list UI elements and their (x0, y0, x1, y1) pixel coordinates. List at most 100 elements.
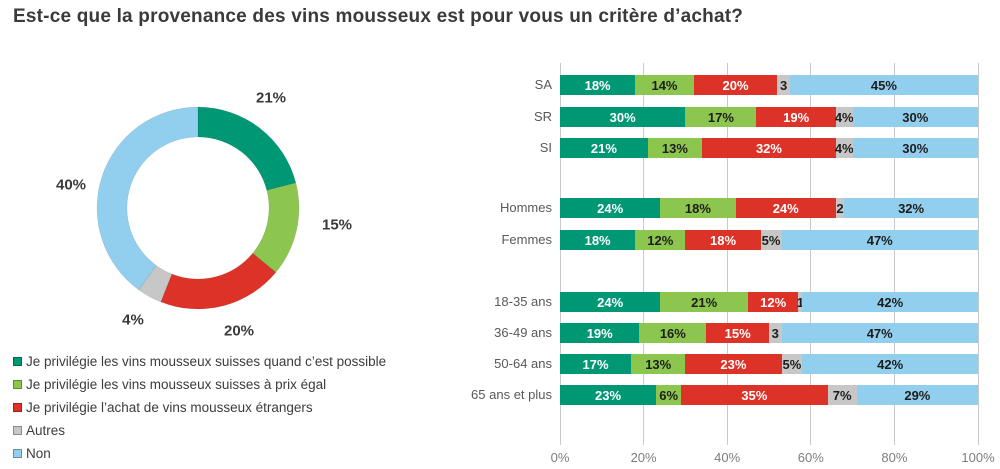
bar-segment: 19% (756, 107, 836, 127)
bar-segment: 24% (735, 198, 836, 218)
bar-segment: 24% (560, 292, 661, 312)
x-axis-tick-label: 0% (550, 450, 570, 465)
category-label: 18-35 ans (494, 294, 552, 309)
legend-item: Je privilégie les vins mousseux suisses … (13, 353, 386, 369)
donut-segment-2 (160, 252, 277, 310)
bar-row: 18% 12% 18% 5% 47% (560, 230, 978, 250)
legend-swatch-icon (13, 379, 22, 389)
legend-item-label: Je privilégie l’achat de vins mousseux é… (26, 399, 313, 415)
bar-row: 17% 13% 23% 5% 42% (560, 354, 978, 374)
legend-swatch-icon (13, 402, 22, 412)
bar-segment: 2 (835, 198, 845, 218)
bar-segment: 23% (560, 385, 657, 405)
bar-segment: 47% (781, 230, 978, 250)
gridline (559, 63, 561, 445)
bar-row: 21% 13% 32% 4% 30% (560, 138, 978, 158)
bar-row: 23% 6% 35% 7% 29% (560, 385, 978, 405)
donut-value-label: 21% (255, 89, 287, 107)
category-label: Femmes (501, 232, 552, 247)
bar-segment: 21% (660, 292, 749, 312)
bar-segment: 1 (797, 292, 804, 312)
bar-row: 30% 17% 19% 4% 30% (560, 107, 978, 127)
bar-row: 19% 16% 15% 3 47% (560, 323, 978, 343)
legend-item-label: Non (26, 445, 51, 461)
bar-segment: 15% (706, 323, 769, 343)
page-title: Est-ce que la provenance des vins mousse… (13, 6, 744, 27)
bar-segment: 35% (681, 385, 828, 405)
donut-value-label: 40% (55, 176, 87, 194)
bar-segment: 42% (802, 292, 978, 312)
bar-segment: 47% (781, 323, 978, 343)
bar-row: 18% 14% 20% 3 45% (560, 75, 978, 95)
bar-segment: 32% (844, 198, 978, 218)
bar-segment: 23% (685, 354, 782, 374)
donut-value-label: 15% (321, 216, 353, 234)
bar-segment: 18% (660, 198, 736, 218)
donut-value-label: 20% (223, 322, 255, 340)
bar-segment: 18% (685, 230, 761, 250)
bar-segment: 30% (852, 107, 978, 127)
bar-segment: 18% (560, 75, 636, 95)
legend-item-label: Autres (26, 422, 66, 438)
category-label: Hommes (499, 200, 552, 215)
bar-segment: 30% (560, 107, 686, 127)
donut-segment-4 (96, 106, 199, 291)
bar-segment: 4% (835, 107, 854, 127)
bar-segment: 21% (560, 138, 648, 158)
category-label: SA (534, 77, 552, 92)
legend-swatch-icon (13, 425, 22, 435)
bar-segment: 5% (760, 230, 782, 250)
category-label: 36-49 ans (494, 325, 552, 340)
donut-segment-0 (197, 106, 297, 191)
x-axis-tick-label: 20% (630, 450, 657, 465)
stacked-bar-chart: 0% 20% 40% 60% 80% 100% SA 18% 14% 20% 3 45% SR 30% 17… (471, 63, 995, 465)
bar-segment: 3 (777, 75, 790, 95)
x-axis-tick-label: 40% (714, 450, 741, 465)
bar-segment: 13% (647, 138, 703, 158)
bar-segment: 17% (560, 354, 632, 374)
bar-segment: 13% (631, 354, 686, 374)
legend-item-label: Je privilégie les vins mousseux suisses … (26, 376, 327, 392)
gridline (893, 63, 895, 445)
bar-segment: 32% (702, 138, 836, 158)
x-axis-tick-label: 80% (881, 450, 908, 465)
bar-segment: 19% (560, 323, 640, 343)
bar-segment: 4% (835, 138, 854, 158)
legend-item: Non (13, 445, 386, 461)
bar-segment: 16% (639, 323, 707, 343)
legend: Je privilégie les vins mousseux suisses … (13, 353, 386, 461)
legend-item: Autres (13, 422, 386, 438)
legend-swatch-icon (13, 356, 22, 366)
gridline (810, 63, 812, 445)
bar-segment: 5% (781, 354, 803, 374)
bar-segment: 45% (789, 75, 978, 95)
bar-segment: 18% (560, 230, 636, 250)
legend-item: Je privilégie les vins mousseux suisses … (13, 376, 386, 392)
legend-item-label: Je privilégie les vins mousseux suisses … (26, 353, 387, 369)
bar-segment: 42% (802, 354, 978, 374)
category-label: SR (533, 109, 552, 124)
legend-item: Je privilégie l’achat de vins mousseux é… (13, 399, 386, 415)
bar-row: 24% 18% 24% 2 32% (560, 198, 978, 218)
gridline (726, 63, 728, 445)
bar-segment: 6% (656, 385, 682, 405)
bar-segment: 24% (560, 198, 661, 218)
bar-segment: 30% (852, 138, 978, 158)
bar-segment: 14% (635, 75, 694, 95)
x-axis-tick-label: 100% (961, 450, 995, 465)
bar-row: 24% 21% 12% 1 42% (560, 292, 978, 312)
bar-segment: 17% (685, 107, 757, 127)
bar-segment: 20% (693, 75, 778, 95)
legend-swatch-icon (13, 448, 22, 458)
bar-segment: 12% (635, 230, 686, 250)
category-label: SI (539, 140, 552, 155)
category-label: 65 ans et plus (471, 387, 552, 402)
gridline (643, 63, 645, 445)
x-axis-tick-label: 60% (797, 450, 824, 465)
bar-segment: 3 (768, 323, 782, 343)
gridline (977, 63, 979, 445)
donut-value-label: 4% (122, 311, 144, 329)
bar-segment: 12% (748, 292, 799, 312)
category-label: 50-64 ans (494, 356, 552, 371)
